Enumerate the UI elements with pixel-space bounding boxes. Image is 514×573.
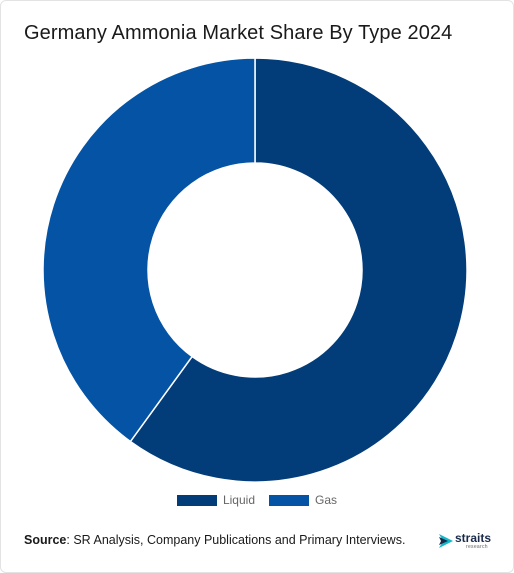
legend-label-gas: Gas <box>315 493 338 507</box>
source-label: Source <box>24 533 67 547</box>
legend-label-liquid: Liquid <box>222 493 255 507</box>
source-text: : SR Analysis, Company Publications and … <box>66 533 406 547</box>
donut-slice-liquid[interactable] <box>129 57 468 483</box>
straits-logo: straits research <box>437 531 493 551</box>
logo-subtext: research <box>466 544 488 550</box>
legend-item-gas[interactable]: Gas <box>269 493 337 507</box>
legend-swatch-liquid <box>176 494 217 506</box>
legend-swatch-gas <box>269 494 309 506</box>
legend: Liquid Gas <box>1 493 513 507</box>
logo-mark-icon <box>439 534 453 548</box>
donut-slice-gas[interactable] <box>42 57 256 443</box>
chart-title: Germany Ammonia Market Share By Type 202… <box>24 22 453 44</box>
source-note: Source: SR Analysis, Company Publication… <box>24 533 405 547</box>
legend-item-liquid[interactable]: Liquid <box>176 493 255 507</box>
logo-text: straits <box>455 531 492 545</box>
